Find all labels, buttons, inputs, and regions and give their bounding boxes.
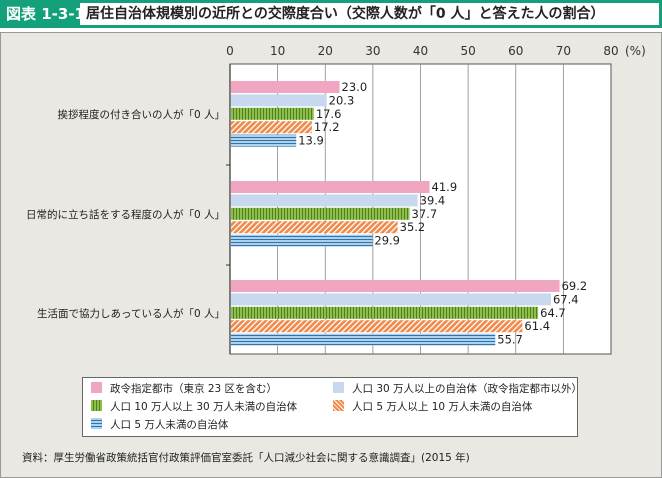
bar: [231, 234, 373, 247]
x-tick-label: 60: [508, 44, 523, 58]
legend-item: 人口 30 万人以上の自治体（政令指定都市以外）: [333, 381, 582, 397]
legend-label: 政令指定都市（東京 23 区を含む）: [110, 383, 278, 395]
data-label: 35.2: [400, 220, 426, 234]
bar: [231, 293, 551, 306]
legend-swatch: [91, 400, 102, 411]
x-tick-label: 20: [318, 44, 333, 58]
bar: [231, 107, 314, 120]
legend-label: 人口 10 万人以上 30 万人未満の自治体: [110, 401, 298, 413]
source-note: 資料：厚生労働省政策統括官付政策評価官室委託「人口減少社会に関する意識調査」(2…: [22, 452, 470, 464]
x-tick-label: 10: [270, 44, 285, 58]
data-label: 41.9: [432, 180, 458, 194]
bar: [231, 194, 418, 207]
legend-label: 人口 5 万人未満の自治体: [110, 419, 229, 431]
data-label: 29.9: [374, 234, 400, 248]
x-tick-label: 40: [413, 44, 428, 58]
legend-label: 人口 30 万人以上の自治体（政令指定都市以外）: [352, 383, 583, 395]
category-label: 日常的に立ち話をする程度の人が「0 人」: [26, 208, 225, 221]
bar: [231, 221, 398, 234]
chart-title: 居住自治体規模別の近所との交際度合い（交際人数が「0 人」と答えた人の割合）: [80, 3, 659, 25]
legend-item: 人口 5 万人以上 10 万人未満の自治体: [333, 399, 532, 415]
data-label: 17.6: [316, 107, 342, 121]
bar: [231, 94, 327, 107]
data-label: 17.2: [314, 120, 340, 134]
legend-item: 政令指定都市（東京 23 区を含む）: [91, 381, 277, 397]
legend-swatch: [333, 382, 344, 393]
legend: 政令指定都市（東京 23 区を含む） 人口 30 万人以上の自治体（政令指定都市以…: [82, 377, 582, 437]
legend-label: 人口 5 万人以上 10 万人未満の自治体: [352, 401, 533, 413]
title-bar: 図表 1-3-111 居住自治体規模別の近所との交際度合い（交際人数が「0 人」…: [0, 0, 662, 28]
bar: [231, 320, 523, 333]
x-axis-unit: (%): [625, 44, 646, 58]
legend-item: 人口 5 万人未満の自治体: [91, 417, 228, 433]
bar: [231, 207, 410, 220]
x-tick-label: 70: [556, 44, 571, 58]
bar: [231, 280, 560, 292]
bar: [231, 306, 539, 319]
legend-swatch: [91, 418, 102, 429]
x-tick-label: 0: [226, 44, 234, 58]
x-tick-label: 30: [365, 44, 380, 58]
data-label: 67.4: [553, 292, 579, 306]
data-label: 37.7: [412, 207, 438, 221]
legend-item: 人口 10 万人以上 30 万人未満の自治体: [91, 399, 297, 415]
data-label: 23.0: [342, 80, 368, 94]
data-label: 20.3: [329, 93, 355, 107]
category-label: 挨拶程度の付き合いの人が「0 人」: [57, 108, 225, 121]
legend-swatch: [91, 382, 102, 393]
data-label: 61.4: [524, 319, 550, 333]
legend-swatch: [333, 400, 344, 411]
data-label: 13.9: [298, 134, 324, 148]
data-label: 69.2: [562, 279, 588, 293]
bar: [231, 121, 312, 134]
data-label: 39.4: [420, 193, 446, 207]
bar: [231, 181, 430, 193]
category-label: 生活面で協力しあっている人が「0 人」: [37, 307, 225, 320]
data-label: 55.7: [497, 333, 523, 347]
bar: [231, 134, 297, 147]
x-tick-label: 50: [460, 44, 475, 58]
x-tick-label: 80: [603, 44, 618, 58]
bar: [231, 333, 496, 346]
bar: [231, 81, 340, 93]
data-label: 64.7: [540, 306, 566, 320]
